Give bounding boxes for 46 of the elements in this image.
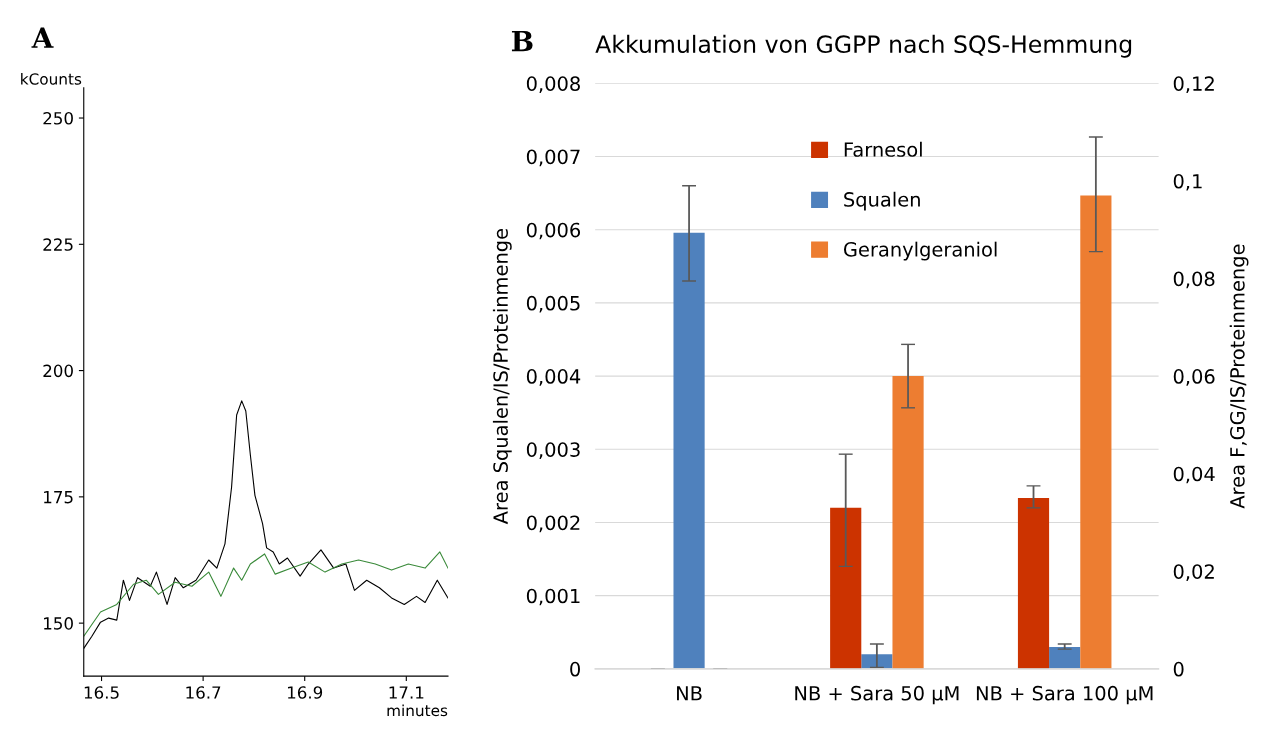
legend-label: Geranylgeraniol [843,241,997,261]
y2-tick-label: 0,06 [1173,369,1215,386]
y-tick-label: 0,006 [526,222,581,240]
y-tick-label: 0,008 [526,76,580,93]
y-tick-label: 250 [43,111,73,125]
y-tick-label: 0,003 [526,442,580,459]
y2-tick-label: 0,1 [1173,173,1202,191]
line-series [83,551,448,637]
y2-tick-label: 0,08 [1173,271,1215,289]
y-tick-label: 0,005 [526,295,580,313]
text: B [511,30,533,52]
x-tick-label: 16.9 [287,686,323,699]
y-tick-label: 0,004 [526,369,581,386]
x-tick-label: NB [677,686,702,701]
chart-title: A [31,27,54,48]
y-tick-label: 0,007 [526,149,580,167]
bar [1017,498,1050,669]
y2-tick-label: 0,04 [1173,466,1215,484]
y-axis-title: Area Squalen/IS/Proteinmenge [492,228,512,525]
y-axis-title: kCounts [21,72,82,85]
y-tick-label: 0 [570,661,580,677]
x-tick-label: 16.5 [84,686,119,699]
bar [892,376,924,669]
bar [1049,646,1081,669]
bar [673,232,705,669]
y2-axis-title: Area F,GG/IS/Proteinmenge [1229,244,1249,509]
x-tick-label: NB + Sara 50 µM [795,685,959,705]
x-axis-title: minutes [387,704,448,717]
legend-label: Farnesol [844,141,922,157]
y-tick-label: 150 [44,617,73,630]
y2-tick-label: 0,02 [1173,564,1214,581]
chart-title: Akkumulation von GGPP nach SQS-Hemmung [595,34,1132,58]
y-tick-label: 0,002 [526,515,580,533]
y-tick-label: 0,001 [526,588,580,606]
x-tick-label: 16.7 [186,686,221,699]
x-tick-label: 17.1 [389,686,424,699]
x-tick-label: NB + Sara 100 µM [976,685,1153,705]
y-tick-label: 225 [43,238,73,251]
bar [830,507,862,669]
legend-label: Squalen [844,191,920,211]
y-tick-label: 200 [43,364,73,378]
y2-tick-label: 0 [1173,661,1184,677]
bar [861,654,893,669]
bar [1080,195,1112,669]
y-tick-label: 175 [44,491,73,504]
y2-tick-label: 0,12 [1173,76,1214,93]
